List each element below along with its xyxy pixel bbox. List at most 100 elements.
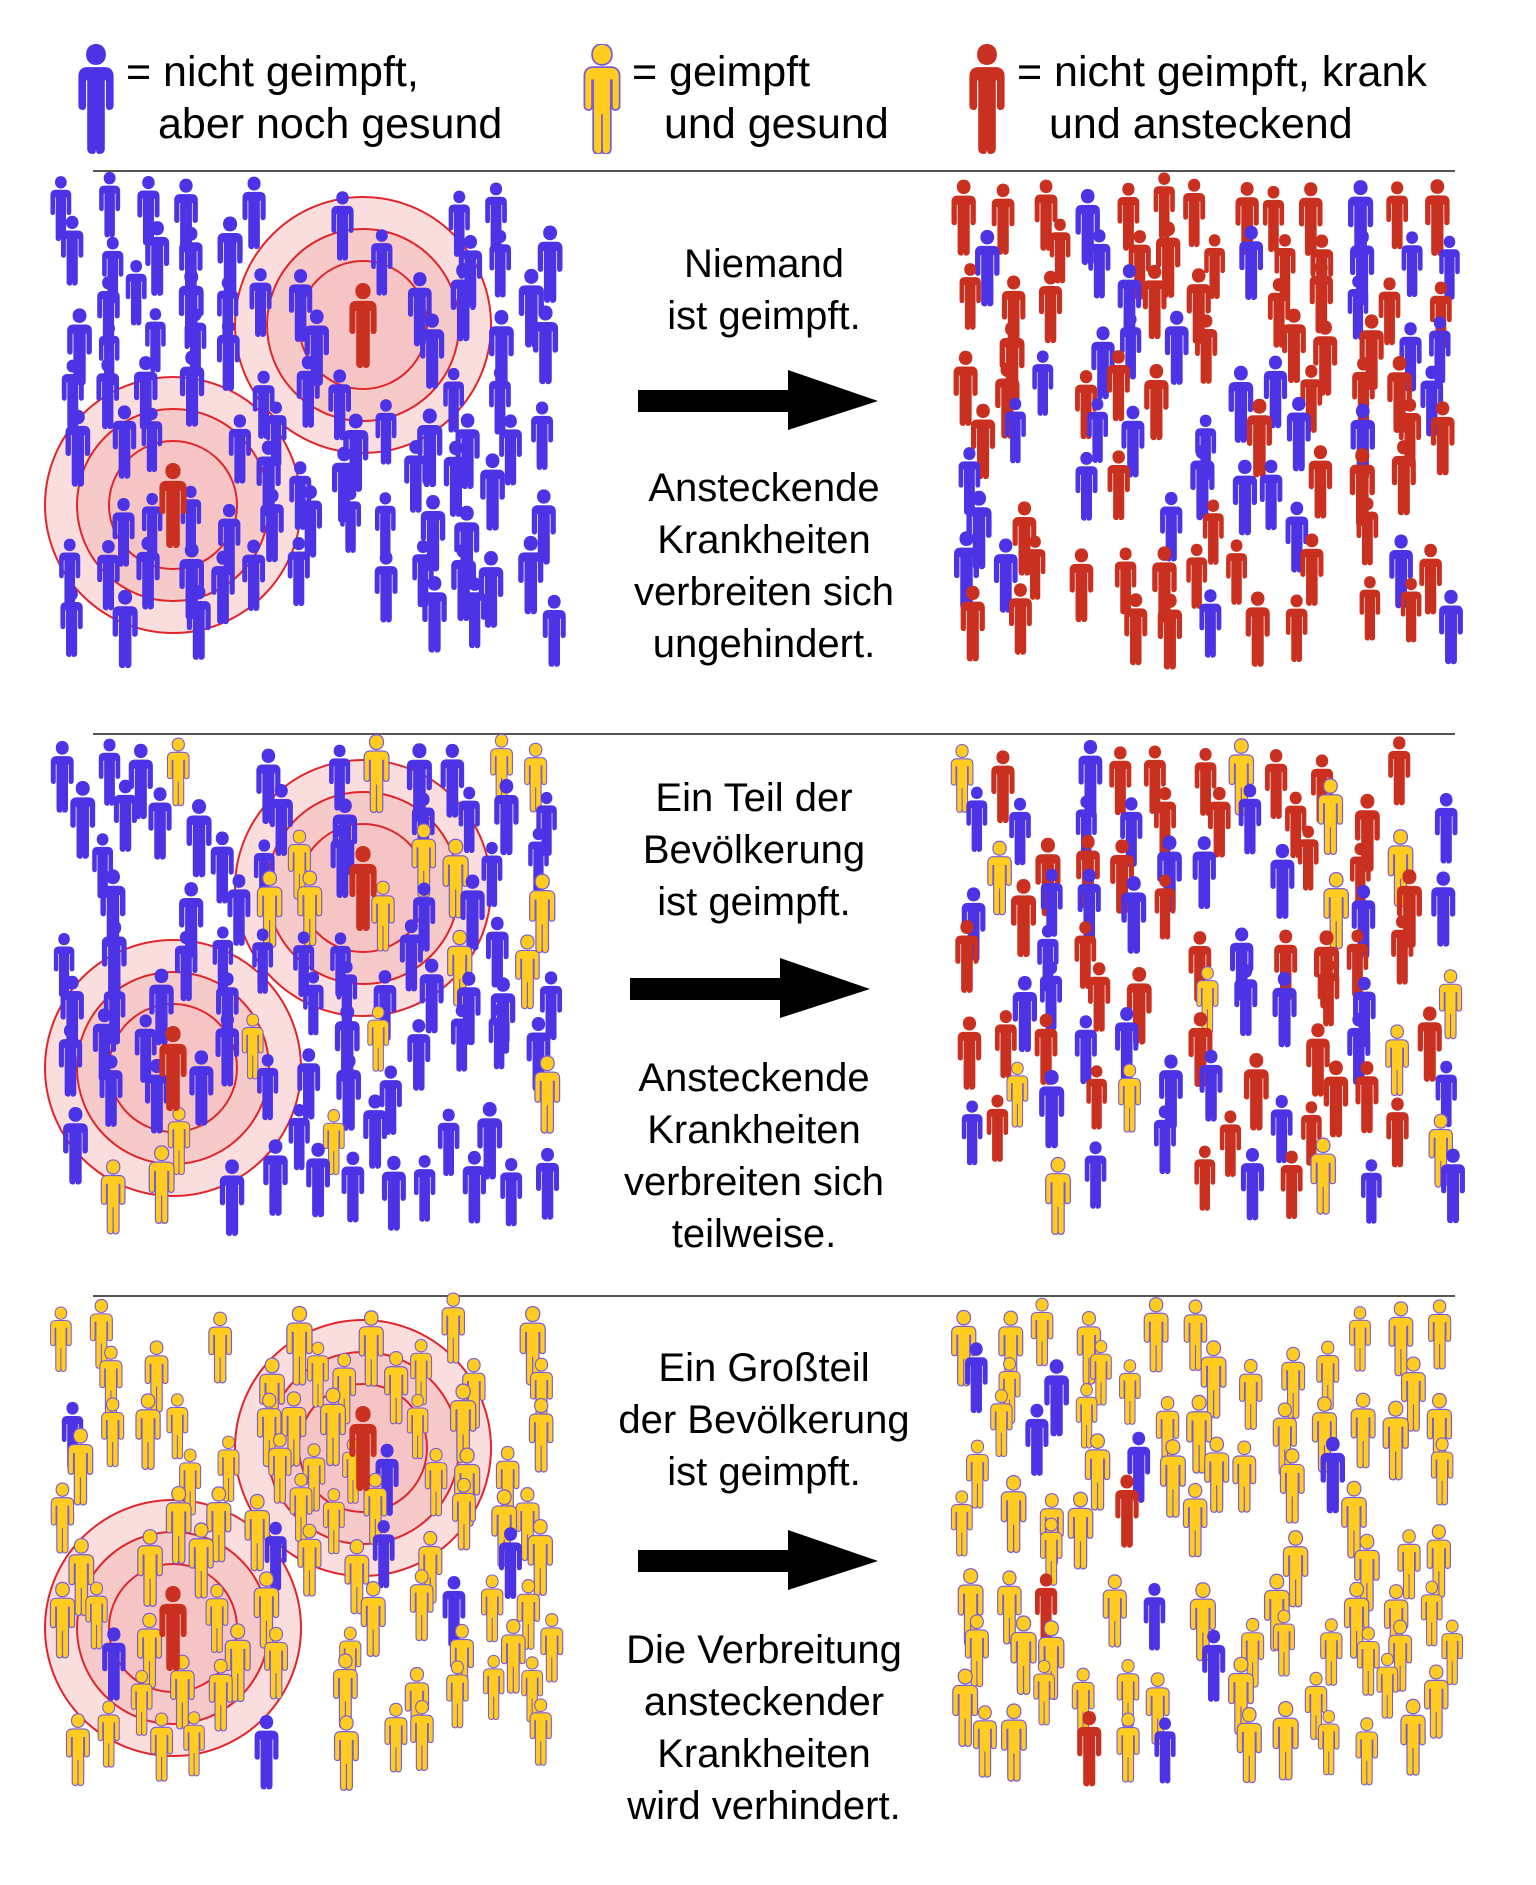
caption-line: ungehindert. (652, 622, 876, 666)
person-icon (330, 823, 355, 898)
person-icon (458, 786, 480, 854)
person-icon (1280, 1150, 1303, 1220)
person-icon (477, 1101, 503, 1180)
person-icon (1204, 234, 1225, 300)
person-icon (188, 1522, 214, 1599)
person-icon (264, 1626, 289, 1700)
person-icon (1286, 396, 1311, 472)
person-icon (332, 1653, 358, 1729)
person-icon (159, 1586, 187, 1671)
person-icon (1399, 322, 1422, 392)
caption-line: Die Verbreitung (626, 1628, 902, 1672)
person-icon (446, 1660, 469, 1729)
person-icon (150, 1712, 174, 1782)
person-icon (964, 1614, 989, 1688)
caption-line: Ein Großteil (658, 1346, 870, 1390)
person-icon (1274, 234, 1296, 300)
person-icon (349, 846, 377, 931)
person-icon (174, 178, 198, 253)
legend-line: aber noch gesund (158, 100, 503, 148)
person-icon (1009, 797, 1031, 866)
person-icon (1075, 188, 1100, 266)
person-icon (1207, 786, 1231, 858)
person-icon (407, 272, 432, 347)
person-icon (1199, 589, 1222, 658)
person-icon (1431, 871, 1456, 947)
person-icon (1388, 736, 1411, 806)
legend-line: und ansteckend (1049, 100, 1353, 148)
person-icon (1144, 364, 1169, 441)
person-icon (1246, 398, 1272, 478)
person-icon (130, 1669, 153, 1736)
person-icon (256, 870, 283, 948)
person-icon (1182, 1482, 1208, 1558)
person-icon (463, 577, 487, 649)
caption-line: Krankheiten (657, 518, 871, 562)
person-icon (92, 833, 114, 899)
person-icon (1009, 583, 1032, 655)
person-icon (1320, 1618, 1343, 1686)
person-icon (174, 930, 198, 1002)
crowd-before (44, 733, 563, 1236)
person-icon (1400, 577, 1422, 643)
person-icon (480, 453, 505, 531)
person-icon (242, 176, 266, 250)
person-icon (210, 831, 234, 904)
person-icon (1071, 1667, 1095, 1737)
person-icon (101, 1397, 125, 1468)
person-icon (959, 263, 981, 330)
person-icon (100, 1159, 126, 1235)
person-icon (1245, 591, 1270, 667)
person-icon (102, 1627, 126, 1701)
person-icon (1385, 1024, 1409, 1097)
person-icon (125, 260, 147, 326)
person-icon (457, 971, 481, 1046)
person-icon (1045, 1156, 1071, 1236)
caption-bottom: Die Verbreitung ansteckender Krankheiten… (574, 1624, 954, 1832)
caption-line: verbreiten sich (623, 1160, 885, 1204)
person-icon (494, 778, 519, 856)
person-icon (1420, 365, 1444, 437)
person-icon (521, 1656, 544, 1723)
person-icon (950, 1490, 973, 1557)
person-icon (360, 1581, 386, 1658)
person-icon (159, 1026, 187, 1111)
person-icon (1420, 1580, 1443, 1647)
person-icon (256, 440, 281, 517)
person-icon (307, 1341, 329, 1408)
person-icon (524, 742, 548, 813)
person-icon (1438, 969, 1463, 1040)
caption-line: ist geimpft. (667, 294, 861, 338)
person-icon (340, 487, 361, 553)
person-icon (1127, 1431, 1151, 1503)
person-icon (141, 407, 163, 473)
person-icon (1034, 179, 1058, 251)
person-icon (485, 182, 507, 251)
person-icon (1282, 1530, 1309, 1608)
person-icon (384, 1702, 408, 1773)
person-icon (583, 44, 621, 154)
person-icon (1102, 1574, 1127, 1648)
caption-bottom: Ansteckende Krankheiten verbreiten sich … (564, 1052, 944, 1260)
person-icon (450, 1004, 473, 1072)
person-icon (1121, 876, 1147, 954)
person-icon (1075, 451, 1098, 521)
person-icon (208, 1658, 233, 1732)
person-icon (1160, 491, 1183, 562)
person-icon (1351, 884, 1376, 959)
person-icon (448, 190, 470, 257)
person-icon (50, 1306, 72, 1372)
person-icon (1350, 1392, 1376, 1469)
person-icon (1119, 1359, 1141, 1425)
person-icon (1074, 921, 1097, 989)
person-icon (67, 1427, 94, 1506)
person-icon (1109, 746, 1132, 816)
person-icon (98, 738, 121, 806)
crowd-before (44, 1292, 564, 1791)
person-icon (241, 1013, 264, 1080)
caption-line: Bevölkerung (642, 828, 866, 872)
person-icon (1142, 264, 1167, 340)
person-icon (1430, 1437, 1454, 1506)
person-icon (63, 1106, 88, 1185)
person-icon (1285, 594, 1308, 662)
